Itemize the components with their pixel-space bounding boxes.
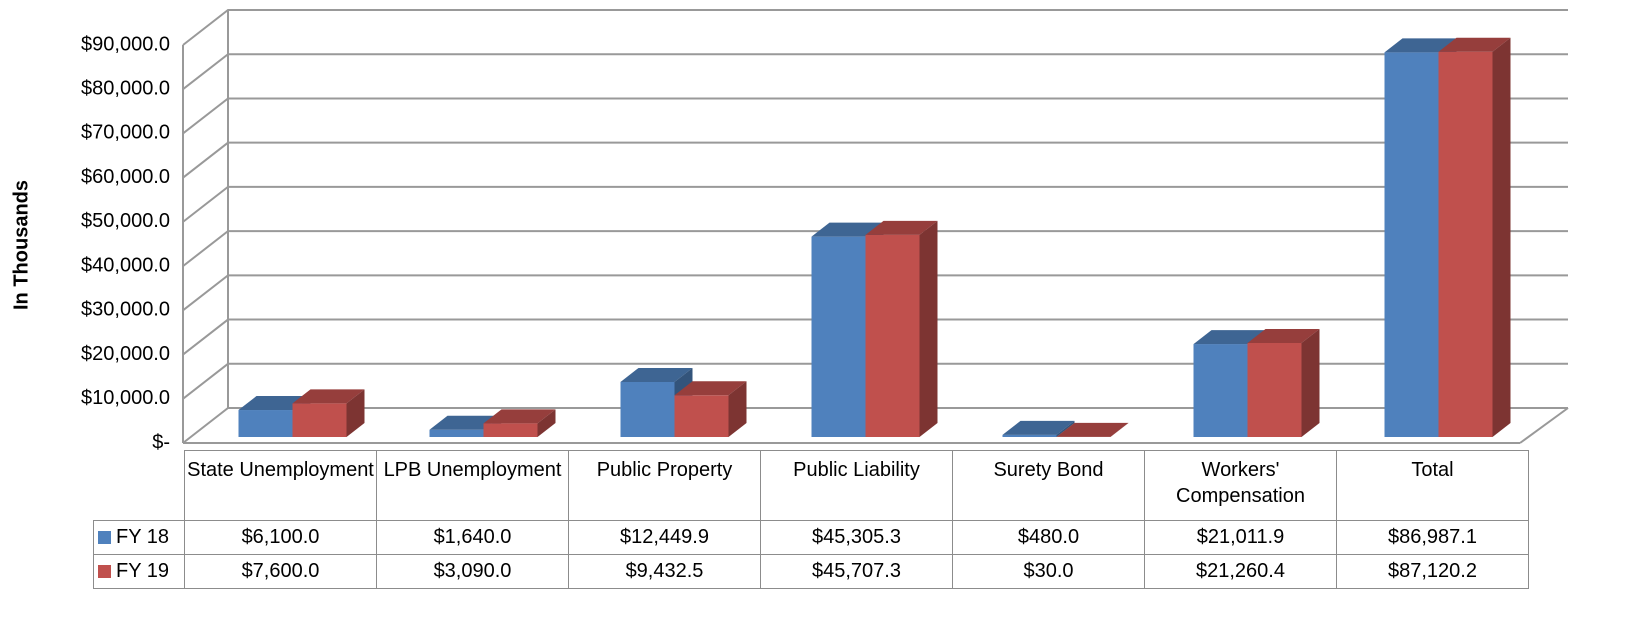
bar — [1247, 342, 1302, 437]
y-tick-label: $70,000.0 — [81, 122, 170, 144]
y-tick-label: $90,000.0 — [81, 33, 170, 55]
bar-side — [346, 389, 365, 437]
y-tick-label: $- — [152, 431, 170, 453]
bar-top — [1056, 422, 1129, 437]
bar — [483, 423, 538, 437]
bar-side — [1056, 420, 1075, 437]
y-tick-label: $80,000.0 — [81, 78, 170, 100]
table-row: FY 19 $7,600.0 $3,090.0 $9,432.5 $45,707.3 $3… — [93, 554, 1529, 589]
grid-line — [182, 185, 1568, 223]
table-corner — [94, 451, 185, 521]
bar — [1193, 344, 1248, 437]
grid-line — [182, 318, 1568, 356]
bar-top — [1247, 328, 1320, 343]
bar — [620, 381, 675, 437]
grid-line — [182, 230, 1568, 267]
legend-cell: FY 18 — [93, 520, 185, 555]
grid-line — [182, 53, 1568, 91]
value-cell: $12,449.9 — [568, 520, 761, 555]
bar-top — [483, 409, 556, 424]
legend-label: FY 19 — [116, 560, 169, 582]
value-cell: $45,707.3 — [760, 554, 953, 589]
bar — [1002, 434, 1057, 437]
value-cell: $30.0 — [952, 554, 1145, 589]
y-tick-label: $60,000.0 — [81, 166, 170, 188]
grid-line — [182, 362, 1568, 400]
category-label: LPB Unemployment — [376, 450, 569, 521]
bar — [292, 403, 347, 437]
bar — [1438, 51, 1493, 438]
value-cell: $21,011.9 — [1144, 520, 1337, 555]
legend-cell: FY 19 — [93, 554, 185, 589]
legend-swatch — [98, 531, 111, 544]
bar-side — [1301, 328, 1320, 437]
bar — [674, 395, 729, 437]
value-cell: $9,432.5 — [568, 554, 761, 589]
y-tick-label: $30,000.0 — [81, 299, 170, 321]
bar-side — [537, 409, 556, 437]
y-axis-label: In Thousands — [10, 180, 32, 310]
bar-top — [1384, 38, 1457, 53]
value-cell: $3,090.0 — [376, 554, 569, 589]
bar — [865, 234, 920, 437]
bar-top — [620, 367, 693, 382]
bar-side — [1110, 422, 1129, 437]
value-cell: $45,305.3 — [760, 520, 953, 555]
y-tick-label: $50,000.0 — [81, 210, 170, 232]
bar-top — [811, 222, 884, 237]
value-cell: $86,987.1 — [1336, 520, 1529, 555]
grid-line — [182, 141, 1568, 179]
bar — [1384, 52, 1439, 438]
bar — [429, 429, 484, 437]
bar — [811, 236, 866, 437]
table-header-row: State Unemployment LPB Unemployment Public… — [94, 450, 1529, 521]
value-cell: $7,600.0 — [184, 554, 377, 589]
y-tick-label: $40,000.0 — [81, 254, 170, 276]
category-label: Public Liability — [760, 450, 953, 521]
value-cell: $1,640.0 — [376, 520, 569, 555]
grid-line — [182, 407, 1568, 444]
bar-top — [292, 389, 365, 404]
value-cell: $87,120.2 — [1336, 554, 1529, 589]
value-cell: $6,100.0 — [184, 520, 377, 555]
bar-top — [674, 381, 747, 396]
grid-line — [182, 9, 1568, 46]
bar-top — [1002, 420, 1075, 435]
bar-top — [1438, 37, 1511, 52]
y-tick-label: $10,000.0 — [81, 387, 170, 409]
legend-swatch — [98, 565, 111, 578]
y-tick-label: $20,000.0 — [81, 343, 170, 365]
grid-line — [182, 274, 1568, 312]
category-label: Total — [1336, 450, 1529, 521]
bar-side — [728, 381, 747, 437]
category-label: Public Property — [568, 450, 761, 521]
bar-top — [1193, 330, 1266, 345]
value-cell: $480.0 — [952, 520, 1145, 555]
category-label: Workers' Compensation — [1144, 450, 1337, 521]
bar-side — [1492, 37, 1511, 438]
category-label: Surety Bond — [952, 450, 1145, 521]
bar-top — [865, 220, 938, 235]
data-table: State Unemployment LPB Unemployment Public… — [93, 450, 1529, 589]
category-label: State Unemployment — [184, 450, 377, 521]
floor-edge — [1519, 407, 1569, 444]
value-cell: $21,260.4 — [1144, 554, 1337, 589]
legend-label: FY 18 — [116, 526, 169, 548]
bar — [238, 410, 293, 437]
table-row: FY 18 $6,100.0 $1,640.0 $12,449.9 $45,305.3 $… — [93, 520, 1529, 555]
grid-line — [182, 97, 1568, 135]
bar-side — [919, 220, 938, 437]
